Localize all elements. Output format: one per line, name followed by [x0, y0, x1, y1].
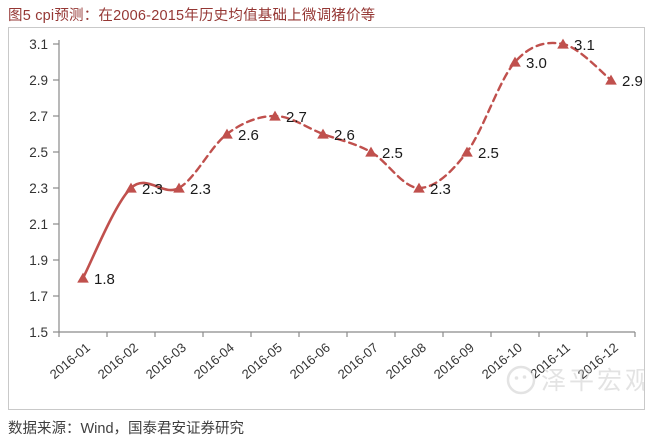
watermark-logo-icon — [506, 365, 536, 395]
watermark-logo-eye — [522, 375, 527, 379]
data-label: 1.8 — [94, 271, 115, 288]
y-tick-label: 3.1 — [29, 37, 48, 52]
y-tick-label: 1.7 — [29, 289, 48, 304]
data-label: 3.0 — [526, 55, 547, 72]
x-tick-label: 2016-08 — [383, 340, 429, 382]
data-point-marker — [125, 182, 137, 193]
y-tick-label: 2.1 — [29, 217, 48, 232]
x-tick-label: 2016-02 — [95, 340, 141, 382]
x-tick-label: 2016-03 — [143, 340, 189, 382]
x-tick-label: 2016-04 — [191, 340, 237, 382]
data-label: 2.3 — [142, 181, 163, 198]
y-tick-label: 1.9 — [29, 253, 48, 268]
x-tick-label: 2016-10 — [479, 340, 525, 382]
data-point-marker — [413, 182, 425, 193]
series-line-actual — [81, 181, 181, 280]
data-label: 2.6 — [238, 127, 259, 144]
data-label: 2.6 — [334, 127, 355, 144]
data-label: 2.5 — [478, 145, 499, 162]
watermark-logo-eye — [514, 376, 519, 380]
data-label: 2.7 — [286, 109, 307, 126]
y-tick-label: 2.9 — [29, 73, 48, 88]
y-tick-label: 2.3 — [29, 181, 48, 196]
data-label: 2.3 — [430, 181, 451, 198]
data-label: 2.9 — [622, 73, 643, 90]
x-tick-label: 2016-05 — [239, 340, 285, 382]
y-tick-label: 2.5 — [29, 145, 48, 160]
data-point-marker — [173, 182, 185, 193]
data-point-marker — [77, 272, 89, 283]
data-point-marker — [317, 128, 329, 139]
x-tick-label: 2016-07 — [335, 340, 381, 382]
data-label: 2.5 — [382, 145, 403, 162]
data-point-marker — [365, 146, 377, 157]
data-source: 数据来源：Wind，国泰君安证券研究 — [8, 421, 245, 437]
data-point-marker — [461, 146, 473, 157]
x-tick-label: 2016-09 — [431, 340, 477, 382]
x-tick-label: 2016-06 — [287, 340, 333, 382]
data-point-marker — [269, 110, 281, 121]
watermark: 泽平宏观 — [506, 365, 644, 395]
data-point-marker — [557, 38, 569, 49]
data-point-marker — [221, 128, 233, 139]
chart-title: 图5 cpi预测：在2006-2015年历史均值基础上微调猪价等 — [8, 8, 376, 24]
series-line-forecast — [177, 41, 613, 190]
x-tick-label: 2016-01 — [47, 340, 93, 382]
watermark-text: 泽平宏观 — [541, 367, 644, 395]
data-label: 2.3 — [190, 181, 211, 198]
y-tick-label: 1.5 — [29, 325, 48, 340]
data-point-marker — [509, 56, 521, 67]
data-point-marker — [605, 74, 617, 85]
chart-frame: 1.5 1.7 1.9 2.1 2.3 2.5 2.7 2.9 3.1 2016-01 2016-0… — [8, 27, 645, 410]
data-label: 3.1 — [574, 37, 595, 54]
y-tick-label: 2.7 — [29, 109, 48, 124]
